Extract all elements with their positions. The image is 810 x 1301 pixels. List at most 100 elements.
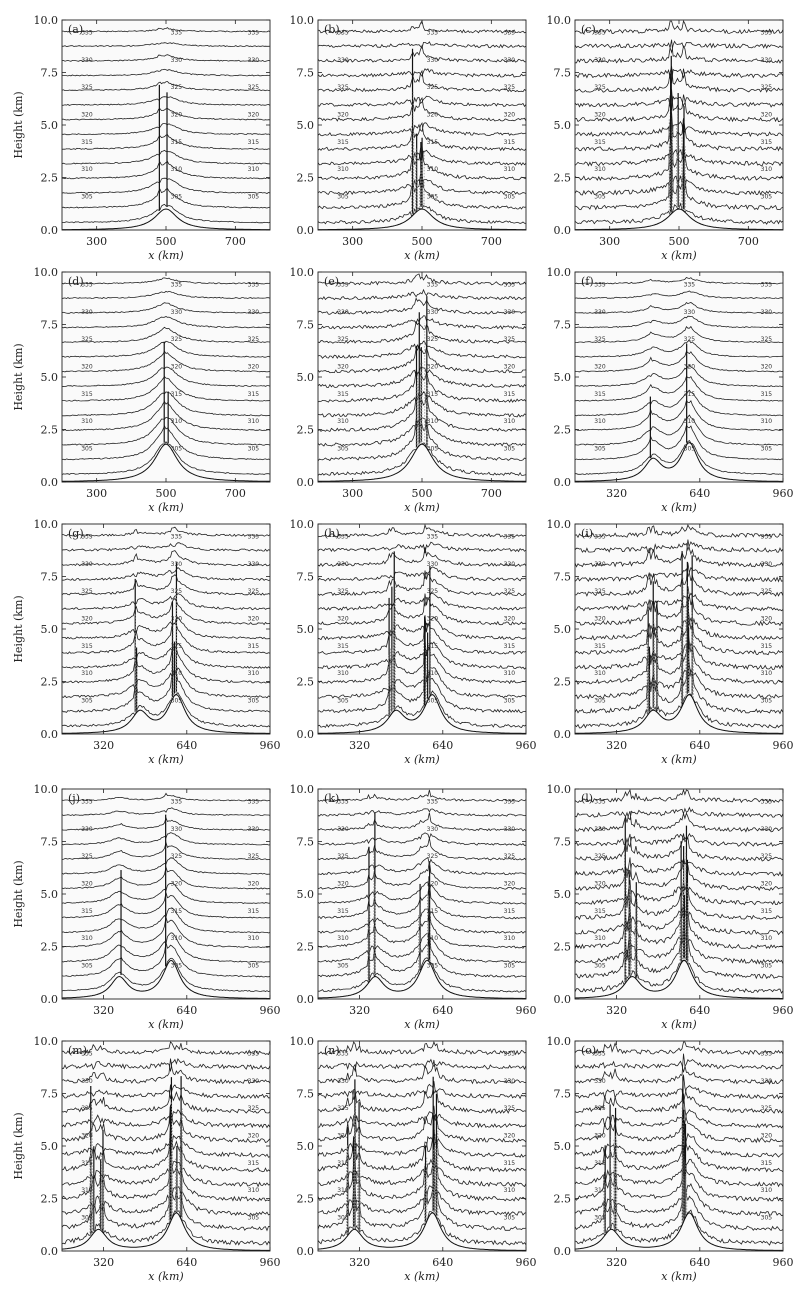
contour-label: 305 <box>81 193 93 200</box>
panel-label: (j) <box>68 792 80 805</box>
isentrope-line <box>574 586 784 627</box>
contour-label: 310 <box>594 935 606 942</box>
x-tick-label: 700 <box>481 235 502 248</box>
y-axis-label: Height (km) <box>12 91 25 158</box>
contour-label: 315 <box>504 643 516 650</box>
x-tick-label: 640 <box>689 739 710 752</box>
isentrope-line <box>61 616 271 640</box>
contour-label: 330 <box>337 309 349 316</box>
y-tick-label: 5.0 <box>41 371 59 384</box>
contour-label: 315 <box>761 643 773 650</box>
contour-label: 330 <box>684 309 696 316</box>
contour-label: 335 <box>504 799 516 806</box>
isentrope-line <box>317 930 527 978</box>
y-tick-label: 10.0 <box>547 266 572 279</box>
contour-label: 325 <box>594 84 606 91</box>
isentrope-line <box>574 414 783 446</box>
isentrope-line <box>61 1150 271 1202</box>
panel-e: 305 305 305 310 310 310 315 315 315 320 320 320 325 3… <box>290 266 527 514</box>
contour-label: 310 <box>248 670 260 677</box>
contour-label: 335 <box>171 534 183 541</box>
contour-label: 330 <box>504 826 516 833</box>
contour-label: 330 <box>594 309 606 316</box>
isentrope-line <box>317 593 526 626</box>
isentrope-line <box>61 1104 271 1144</box>
contour-label: 335 <box>504 30 516 37</box>
contour-label: 330 <box>171 57 183 64</box>
contour-label: 320 <box>594 112 606 119</box>
x-tick-label: 640 <box>689 1004 710 1017</box>
isentrope-line <box>317 861 527 890</box>
isentrope-line <box>574 902 784 950</box>
contour-label: 320 <box>504 616 516 623</box>
contour-label: 315 <box>171 391 183 398</box>
contour-label: 335 <box>427 30 439 37</box>
isentrope-line <box>318 812 527 832</box>
isentrope-line <box>61 1109 271 1129</box>
y-tick-label: 10.0 <box>34 14 59 27</box>
contour-label: 320 <box>761 364 773 371</box>
isentrope-line <box>61 550 271 567</box>
panel-label: (k) <box>324 792 339 805</box>
isentrope-line <box>61 340 271 358</box>
contour-label: 310 <box>684 418 696 425</box>
panel-label: (n) <box>324 1044 340 1057</box>
contour-label: 310 <box>427 670 439 677</box>
isentrope-line <box>61 642 271 669</box>
contour-label: 305 <box>337 1214 349 1221</box>
contour-label: 305 <box>504 193 516 200</box>
isentrope-line <box>61 542 271 552</box>
y-tick-label: 10.0 <box>290 14 315 27</box>
contour-label: 315 <box>504 139 516 146</box>
contour-label: 310 <box>81 166 93 173</box>
isentrope-line <box>317 391 527 418</box>
x-tick-label: 500 <box>669 235 690 248</box>
isentrope-line <box>61 134 271 150</box>
contour-label: 315 <box>594 908 606 915</box>
contour-label: 325 <box>504 84 516 91</box>
isentrope-line <box>61 646 271 684</box>
isentropes <box>574 19 784 225</box>
panel-label: (b) <box>324 23 340 36</box>
contour-label: 335 <box>81 30 93 37</box>
contour-label: 310 <box>81 1187 93 1194</box>
contour-label: 305 <box>337 445 349 452</box>
contour-label: 320 <box>504 1133 516 1140</box>
isentrope-line <box>317 908 527 934</box>
contour-label: 325 <box>761 84 773 91</box>
x-axis-label: x (km) <box>404 1270 439 1283</box>
contour-label: 310 <box>761 670 773 677</box>
x-tick-label: 640 <box>432 739 453 752</box>
isentrope-line <box>317 662 527 714</box>
isentrope-line <box>574 339 783 358</box>
x-tick-label: 960 <box>516 739 537 752</box>
isentrope-line <box>61 1160 271 1188</box>
y-tick-label: 10.0 <box>547 1035 572 1048</box>
contour-label: 315 <box>427 908 439 915</box>
contour-label: 335 <box>504 282 516 289</box>
isentropes <box>317 1040 527 1246</box>
isentrope-line <box>61 177 271 194</box>
y-tick-label: 0.0 <box>297 993 315 1006</box>
contour-label: 320 <box>594 1133 606 1140</box>
contour-label: 310 <box>337 670 349 677</box>
contour-label: 335 <box>504 1051 516 1058</box>
isentrope-line <box>62 326 271 344</box>
contour-label: 325 <box>427 336 439 343</box>
terrain-profile <box>575 442 783 482</box>
contour-label: 330 <box>248 561 260 568</box>
y-tick-label: 10.0 <box>547 518 572 531</box>
contour-label: 310 <box>504 166 516 173</box>
contour-label: 315 <box>248 1160 260 1167</box>
contour-label: 305 <box>81 1214 93 1221</box>
x-tick-label: 700 <box>225 235 246 248</box>
contour-label: 320 <box>504 364 516 371</box>
contour-label: 305 <box>427 445 439 452</box>
contour-label: 320 <box>81 112 93 119</box>
contour-label: 310 <box>248 935 260 942</box>
contour-label: 330 <box>427 309 439 316</box>
isentrope-line <box>317 832 527 846</box>
y-tick-label: 7.5 <box>297 67 315 80</box>
contour-label: 320 <box>594 881 606 888</box>
contour-label: 305 <box>81 962 93 969</box>
